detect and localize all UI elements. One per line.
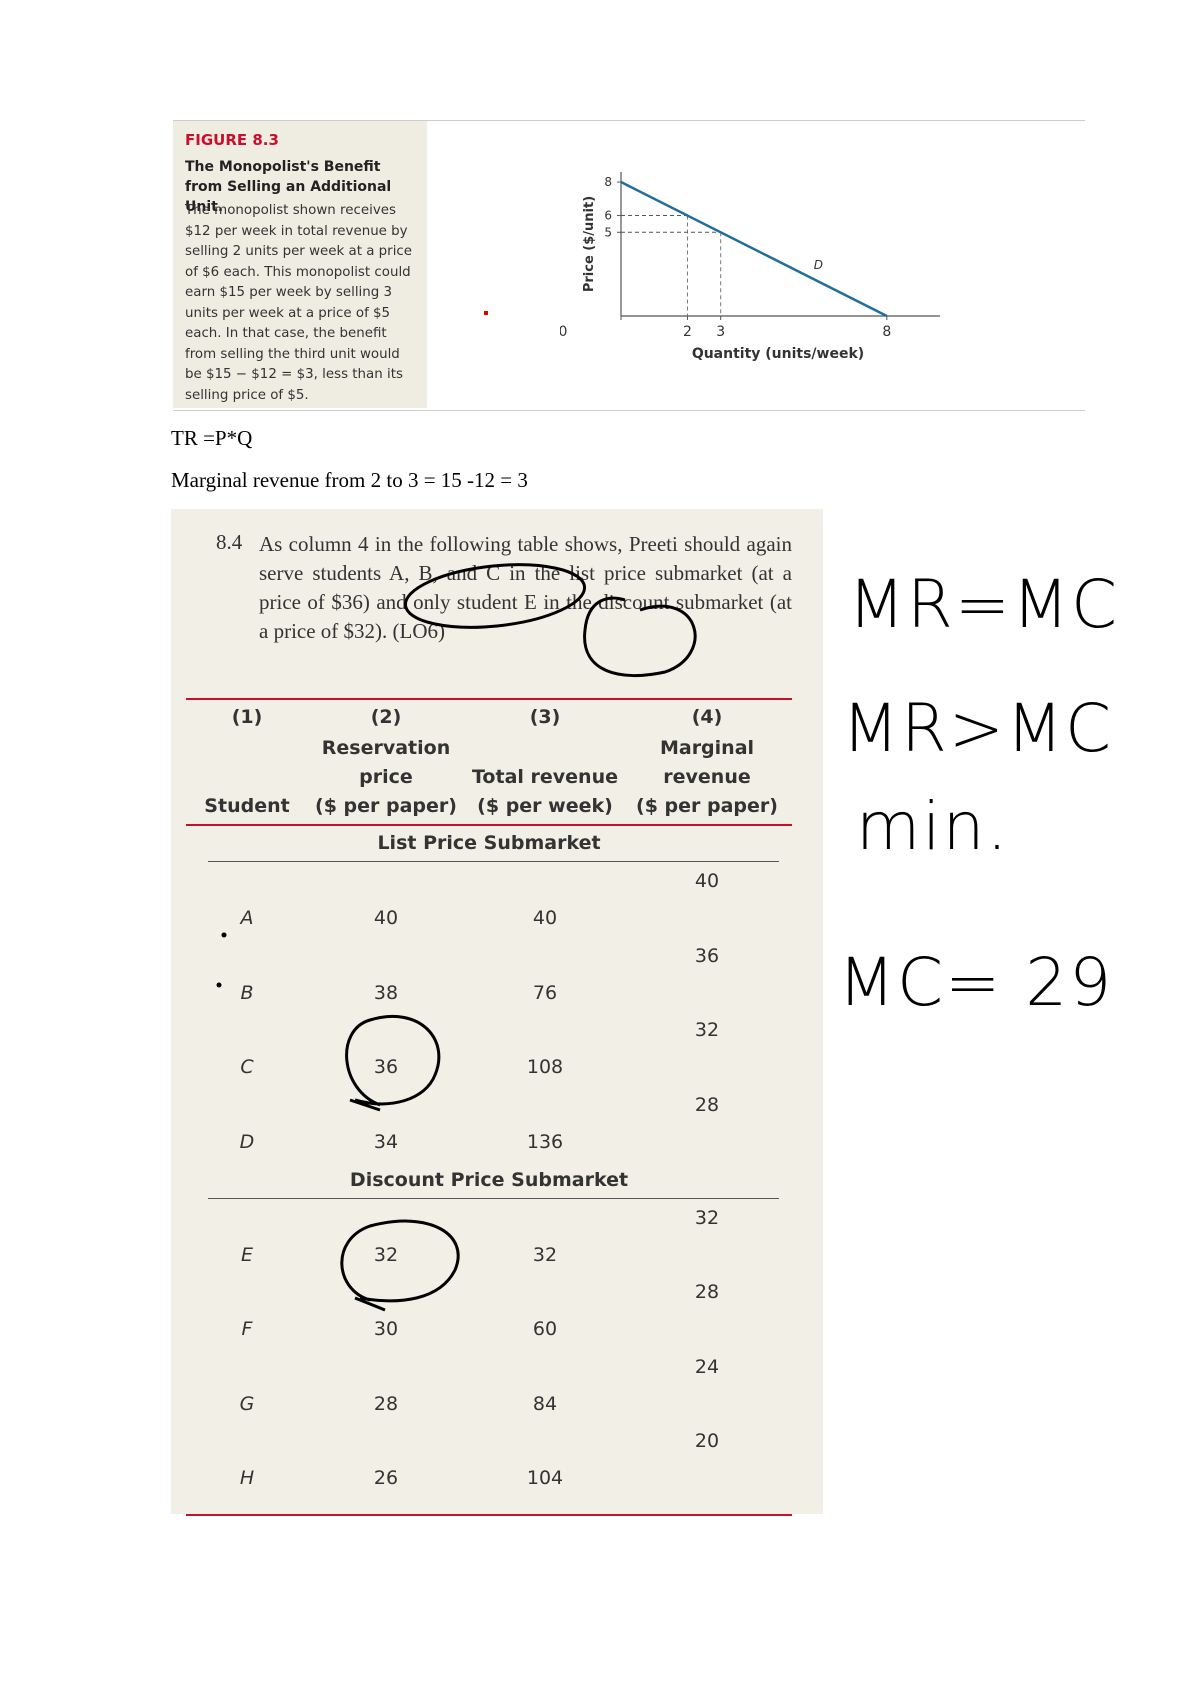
table-cell: 108 <box>526 1056 564 1078</box>
marginal-revenue: 36 <box>694 944 720 967</box>
figure-label: FIGURE 8.3 <box>185 131 279 149</box>
note: Marginal revenue from 2 to 3 = 15 -12 = … <box>171 468 528 492</box>
x-axis-label: Quantity (units/week) <box>692 346 864 362</box>
line-label: D <box>814 258 823 272</box>
y-tick-label: 5 <box>604 225 612 239</box>
column-header: Total revenue <box>472 766 618 788</box>
table-cell: 32 <box>373 1243 399 1266</box>
column-header: Marginal <box>659 737 755 759</box>
table-cell: 104 <box>526 1467 564 1489</box>
x-tick-label: 0 <box>560 324 567 340</box>
marginal-revenue: 24 <box>694 1355 720 1378</box>
column-header: price <box>359 766 413 788</box>
marginal-revenue: 32 <box>694 1019 720 1041</box>
rule <box>173 120 1085 121</box>
table-cell: 136 <box>526 1130 564 1153</box>
handwritten-note: MR>MC <box>842 690 1114 767</box>
table-cell: 34 <box>373 1130 399 1153</box>
y-tick-label: 8 <box>604 175 612 189</box>
table-cell: 60 <box>532 1318 558 1340</box>
table-cell: 84 <box>532 1392 558 1415</box>
table-rule <box>186 1514 792 1516</box>
rule <box>173 410 1085 411</box>
x-tick-label: 3 <box>716 324 725 340</box>
table-cell: 32 <box>532 1243 558 1266</box>
table-cell: 40 <box>532 907 558 929</box>
column-number: (1) <box>231 706 263 728</box>
y-tick-label: 6 <box>604 209 612 223</box>
column-header: ($ per paper) <box>636 795 778 817</box>
student: G <box>239 1392 255 1415</box>
marginal-revenue: 28 <box>694 1281 720 1303</box>
column-header: ($ per week) <box>477 795 613 817</box>
x-tick-label: 2 <box>683 324 692 340</box>
table-rule <box>186 824 792 826</box>
note: TR =P*Q <box>171 426 253 450</box>
marginal-revenue: 40 <box>694 870 720 892</box>
student: C <box>240 1056 254 1078</box>
table-rule <box>208 861 779 862</box>
x-tick-label: 8 <box>882 324 891 340</box>
section-title: List Price Submarket <box>377 832 601 854</box>
column-header: revenue <box>663 766 751 788</box>
student: F <box>241 1318 253 1340</box>
exercise-number: 8.4 <box>216 530 243 554</box>
exercise-box <box>171 509 823 1514</box>
handwritten-note: MC= 29 <box>838 944 1114 1021</box>
student: B <box>240 981 254 1004</box>
figure-caption: The monopolist shown receives $12 per we… <box>185 203 413 403</box>
table-cell: 76 <box>532 981 558 1004</box>
marginal-revenue: 32 <box>694 1206 720 1229</box>
table-cell: 28 <box>373 1392 399 1415</box>
column-header: Student <box>204 795 290 817</box>
y-axis-label: Price ($/unit) <box>582 196 597 292</box>
marginal-revenue: 28 <box>694 1093 720 1116</box>
handwritten-note: MR=MC <box>848 566 1120 643</box>
table-rule <box>186 698 792 700</box>
table-cell: 30 <box>373 1318 399 1340</box>
column-number: (3) <box>529 706 561 728</box>
demand-line <box>620 180 888 318</box>
column-header: Reservation <box>321 737 451 759</box>
figure-chart: 0 2 3 8 5 6 8 D Quantity (units/week) Price ($/un… <box>560 172 940 362</box>
table-cell: 26 <box>373 1467 399 1489</box>
table-cell: 40 <box>373 907 399 929</box>
column-number: (2) <box>370 706 402 728</box>
marginal-revenue: 20 <box>694 1430 720 1452</box>
table-rule <box>208 1197 779 1199</box>
student: H <box>239 1467 255 1489</box>
student: E <box>240 1243 254 1266</box>
column-number: (4) <box>691 706 723 728</box>
student: D <box>239 1130 255 1153</box>
figure-panel: FIGURE 8.3 The Monopolist's Benefit from… <box>173 121 427 408</box>
handwritten-note: min. <box>856 788 1010 865</box>
student: A <box>240 907 254 929</box>
table-cell: 36 <box>373 1056 399 1078</box>
section-title: Discount Price Submarket <box>349 1168 629 1191</box>
column-header: ($ per paper) <box>315 795 457 817</box>
figure-title: The Monopolist's Benefit from Selling an… <box>185 159 392 215</box>
table-cell: 38 <box>373 981 399 1004</box>
